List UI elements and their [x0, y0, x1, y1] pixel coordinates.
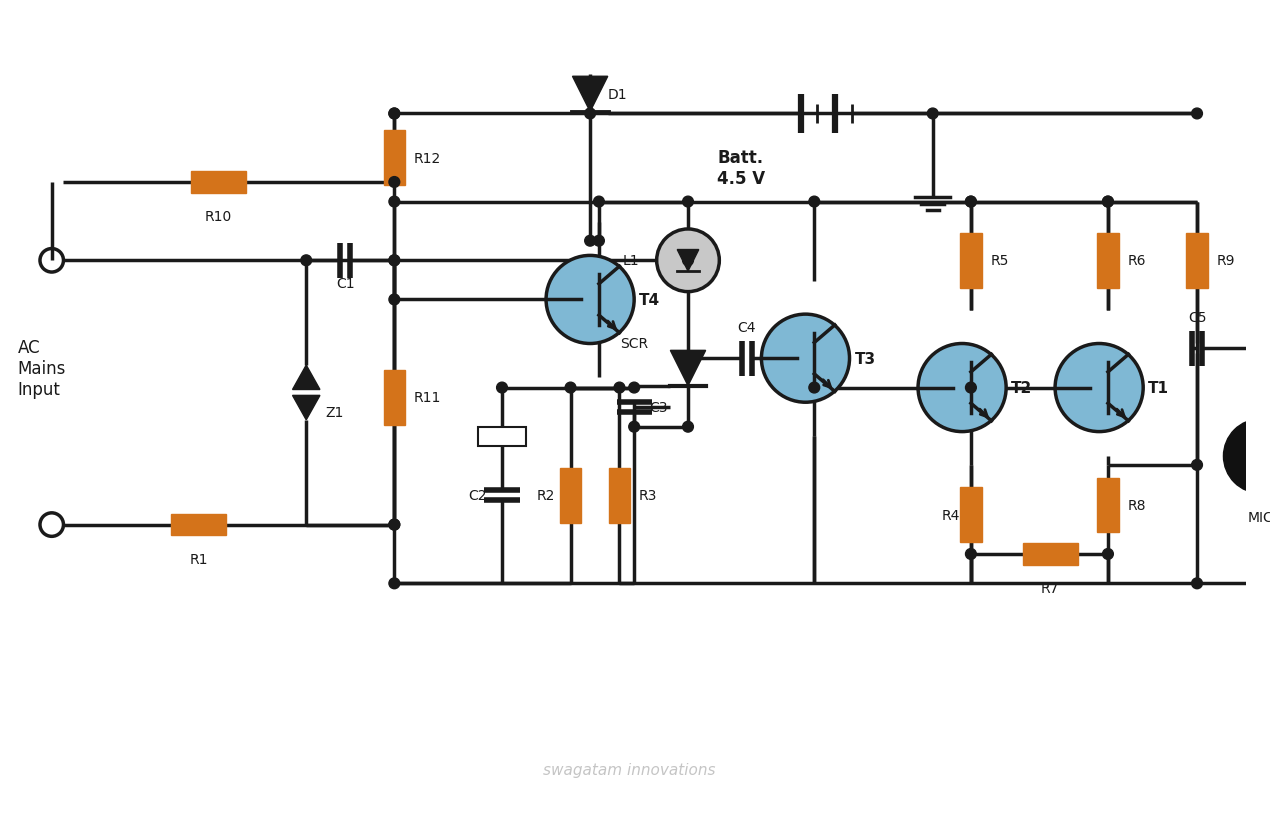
Circle shape [682, 422, 693, 433]
Circle shape [927, 109, 939, 120]
Text: Batt.
4.5 V: Batt. 4.5 V [718, 149, 766, 188]
Circle shape [593, 236, 605, 246]
Circle shape [389, 197, 400, 208]
Text: MIC: MIC [1248, 510, 1270, 524]
Circle shape [565, 383, 575, 394]
Text: C5: C5 [1187, 311, 1206, 324]
Text: R3: R3 [639, 489, 658, 503]
Circle shape [1102, 549, 1114, 560]
Polygon shape [573, 77, 608, 112]
Circle shape [389, 294, 400, 305]
Text: T3: T3 [855, 351, 875, 366]
Text: C2: C2 [467, 489, 486, 503]
Circle shape [389, 578, 400, 589]
Text: R11: R11 [414, 391, 441, 405]
Text: C1: C1 [337, 276, 354, 290]
Text: C3: C3 [649, 400, 667, 414]
Polygon shape [292, 366, 320, 390]
Polygon shape [292, 396, 320, 420]
Circle shape [389, 177, 400, 188]
Circle shape [809, 197, 819, 208]
Text: R10: R10 [204, 210, 231, 224]
Circle shape [593, 197, 605, 208]
Bar [478, 428, 527, 447]
Circle shape [389, 109, 400, 120]
Circle shape [965, 197, 977, 208]
Circle shape [389, 256, 400, 266]
Circle shape [965, 549, 977, 560]
Circle shape [965, 383, 977, 394]
Circle shape [546, 256, 634, 344]
Circle shape [657, 230, 719, 292]
Circle shape [629, 383, 640, 394]
Text: Z1: Z1 [326, 405, 344, 419]
Circle shape [1191, 578, 1203, 589]
Text: SCR: SCR [620, 337, 648, 351]
Bar [384, 370, 405, 425]
Text: R2: R2 [536, 489, 555, 503]
Bar [190, 172, 245, 194]
Circle shape [918, 344, 1006, 432]
Circle shape [1055, 344, 1143, 432]
Text: C4: C4 [738, 320, 756, 334]
Bar [960, 233, 982, 289]
Bar [608, 468, 630, 523]
Bar [1097, 478, 1119, 533]
Circle shape [584, 109, 596, 120]
Text: AC
Mains
Input: AC Mains Input [18, 339, 66, 399]
Circle shape [682, 256, 693, 266]
Circle shape [389, 519, 400, 530]
Circle shape [301, 256, 311, 266]
Circle shape [965, 197, 977, 208]
Text: R12: R12 [414, 151, 441, 165]
Circle shape [615, 383, 625, 394]
Polygon shape [671, 351, 706, 386]
Bar [384, 131, 405, 186]
Text: R6: R6 [1128, 254, 1146, 268]
Polygon shape [677, 251, 699, 272]
Bar [960, 488, 982, 543]
Text: T2: T2 [1011, 380, 1033, 395]
Text: T1: T1 [1148, 380, 1170, 395]
Circle shape [389, 109, 400, 120]
Bar [1022, 543, 1078, 565]
Text: R1: R1 [189, 552, 208, 566]
Circle shape [389, 256, 400, 266]
Circle shape [682, 353, 693, 364]
Text: L1: L1 [622, 254, 639, 268]
Circle shape [389, 519, 400, 530]
Text: D1: D1 [608, 88, 627, 102]
Bar [560, 468, 582, 523]
Circle shape [1102, 197, 1114, 208]
Text: R4: R4 [941, 508, 960, 522]
Circle shape [1223, 419, 1270, 494]
Circle shape [1191, 109, 1203, 120]
Bar [1186, 233, 1208, 289]
Circle shape [584, 236, 596, 246]
Text: swagatam innovations: swagatam innovations [544, 762, 715, 777]
Circle shape [1191, 460, 1203, 471]
Bar [1097, 233, 1119, 289]
Text: R9: R9 [1217, 254, 1236, 268]
Bar [171, 514, 226, 536]
Circle shape [497, 383, 508, 394]
Text: T4: T4 [639, 293, 660, 308]
Circle shape [762, 315, 850, 403]
Circle shape [629, 422, 640, 433]
Circle shape [1102, 197, 1114, 208]
Text: R7: R7 [1041, 581, 1059, 595]
Text: R5: R5 [991, 254, 1008, 268]
Circle shape [809, 383, 819, 394]
Circle shape [682, 197, 693, 208]
Text: R8: R8 [1128, 499, 1146, 513]
